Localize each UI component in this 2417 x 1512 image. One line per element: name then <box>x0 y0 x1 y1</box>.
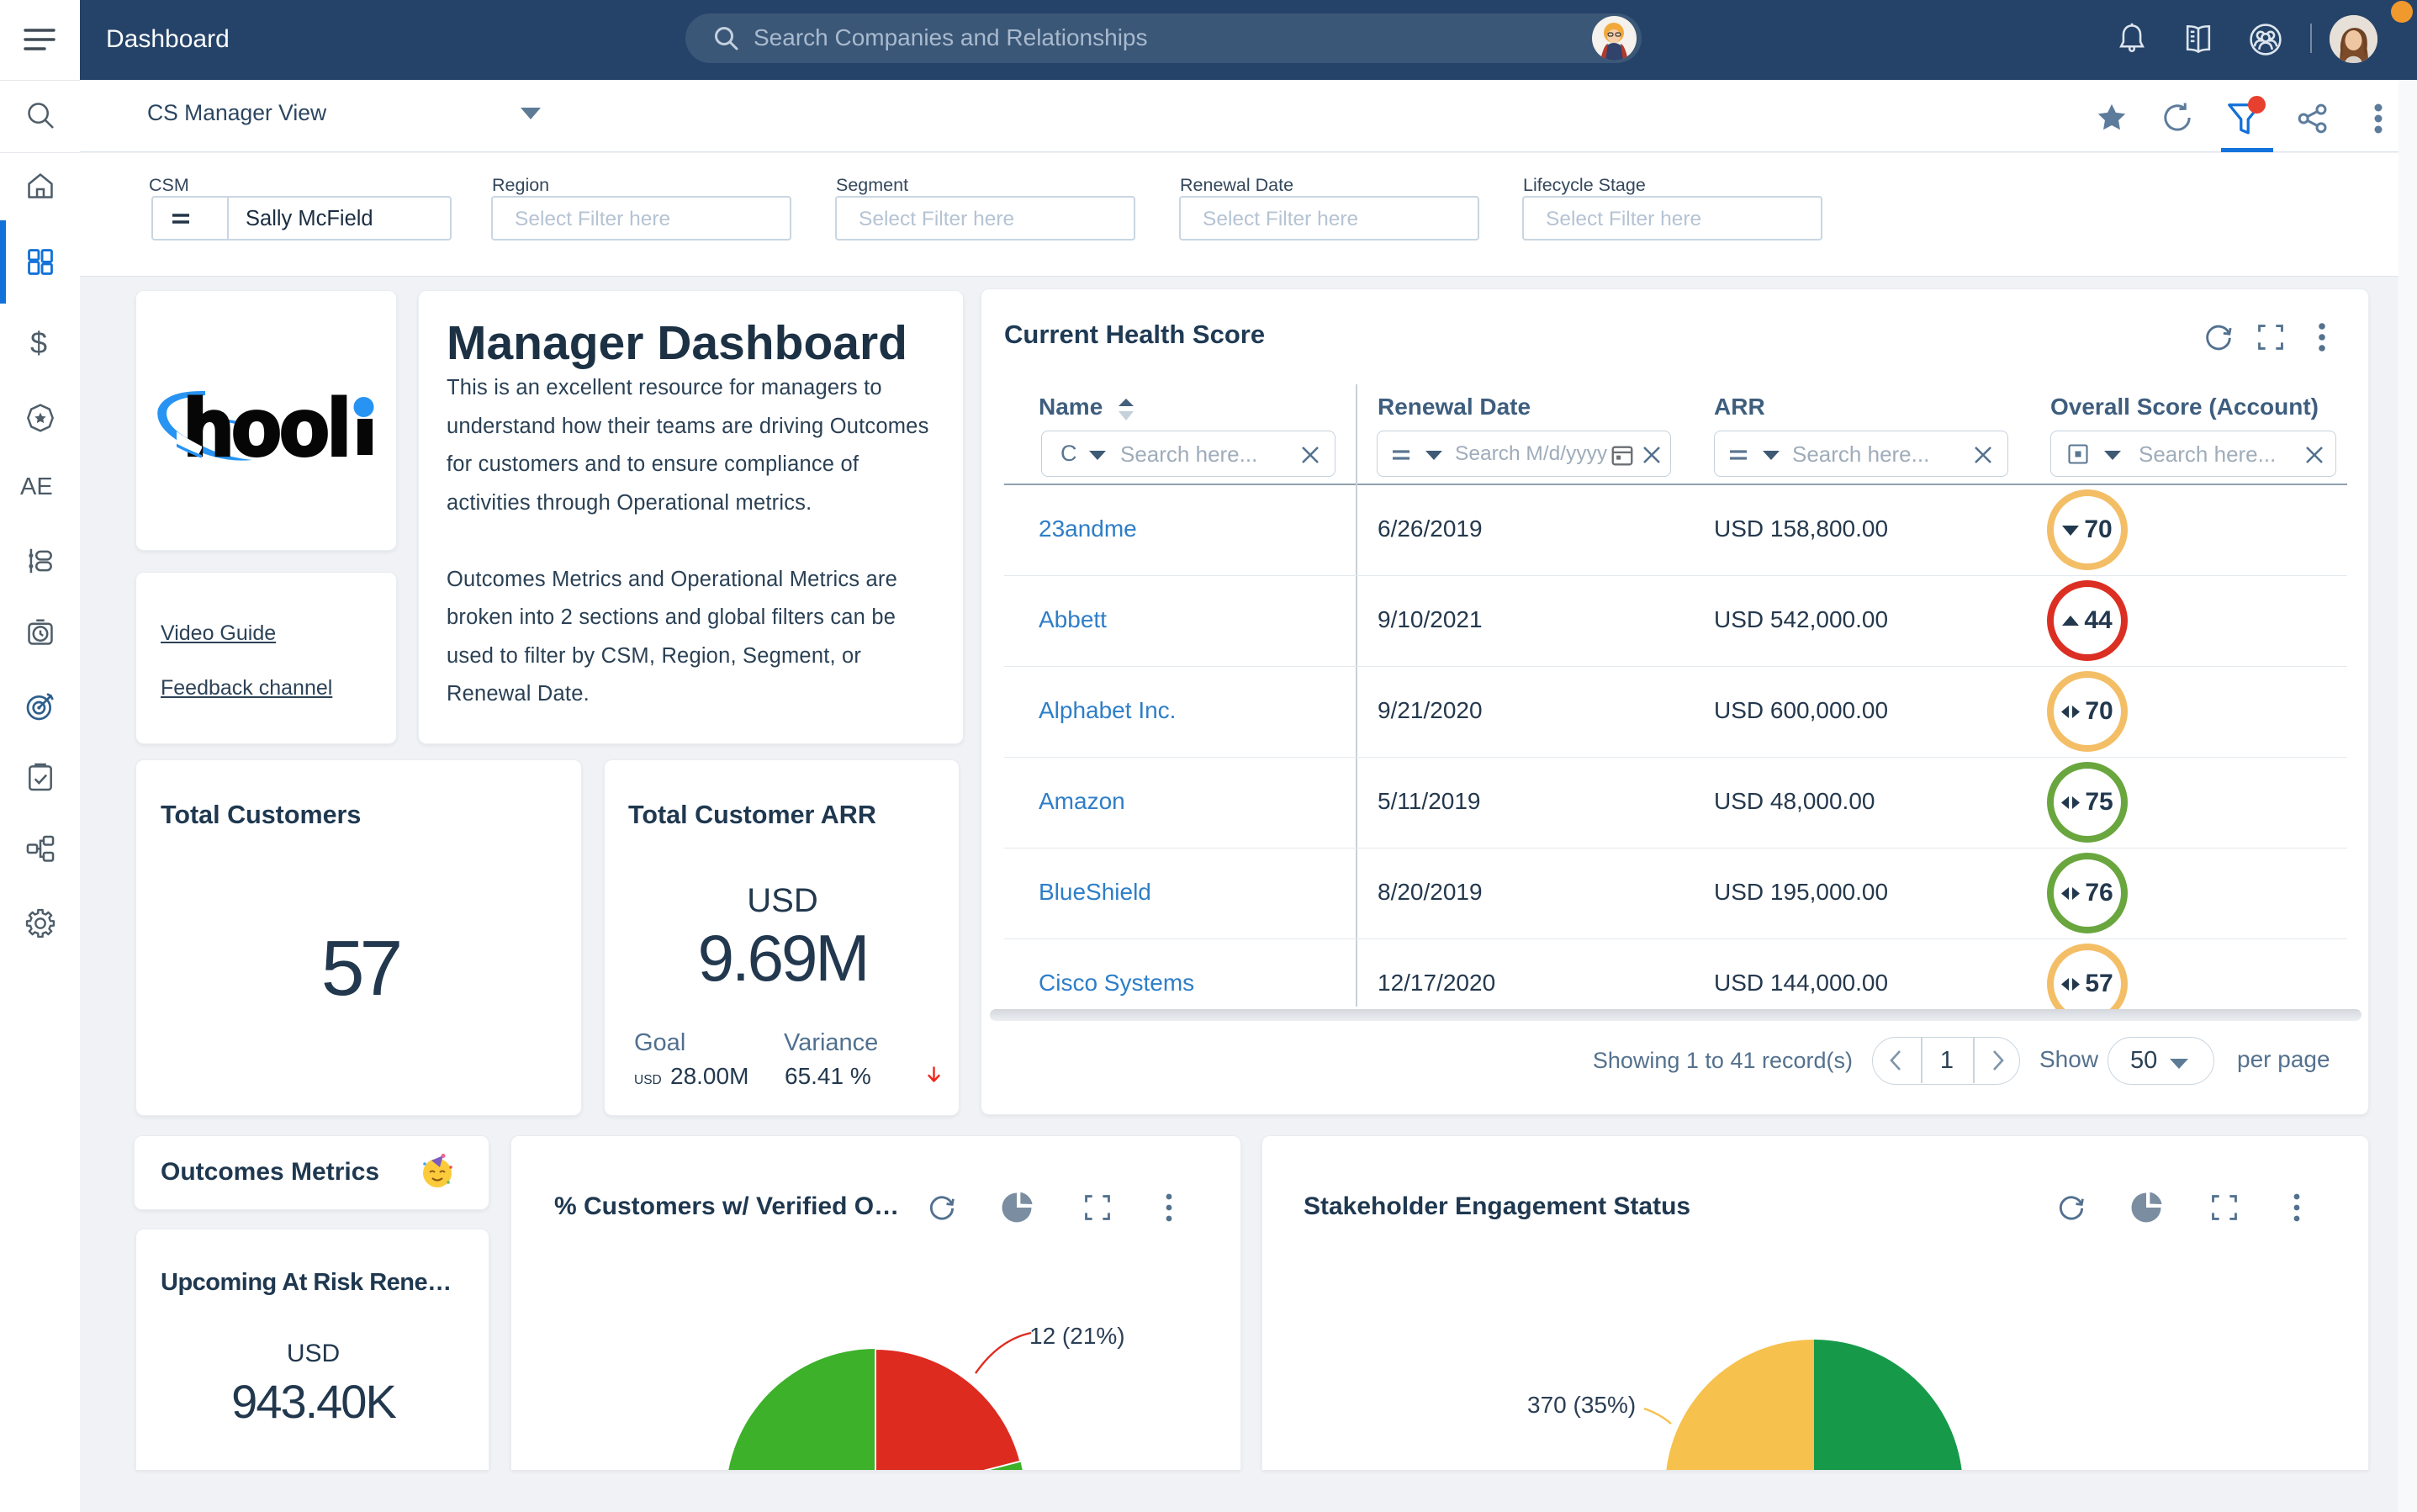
svg-text:hool: hool <box>184 383 349 473</box>
